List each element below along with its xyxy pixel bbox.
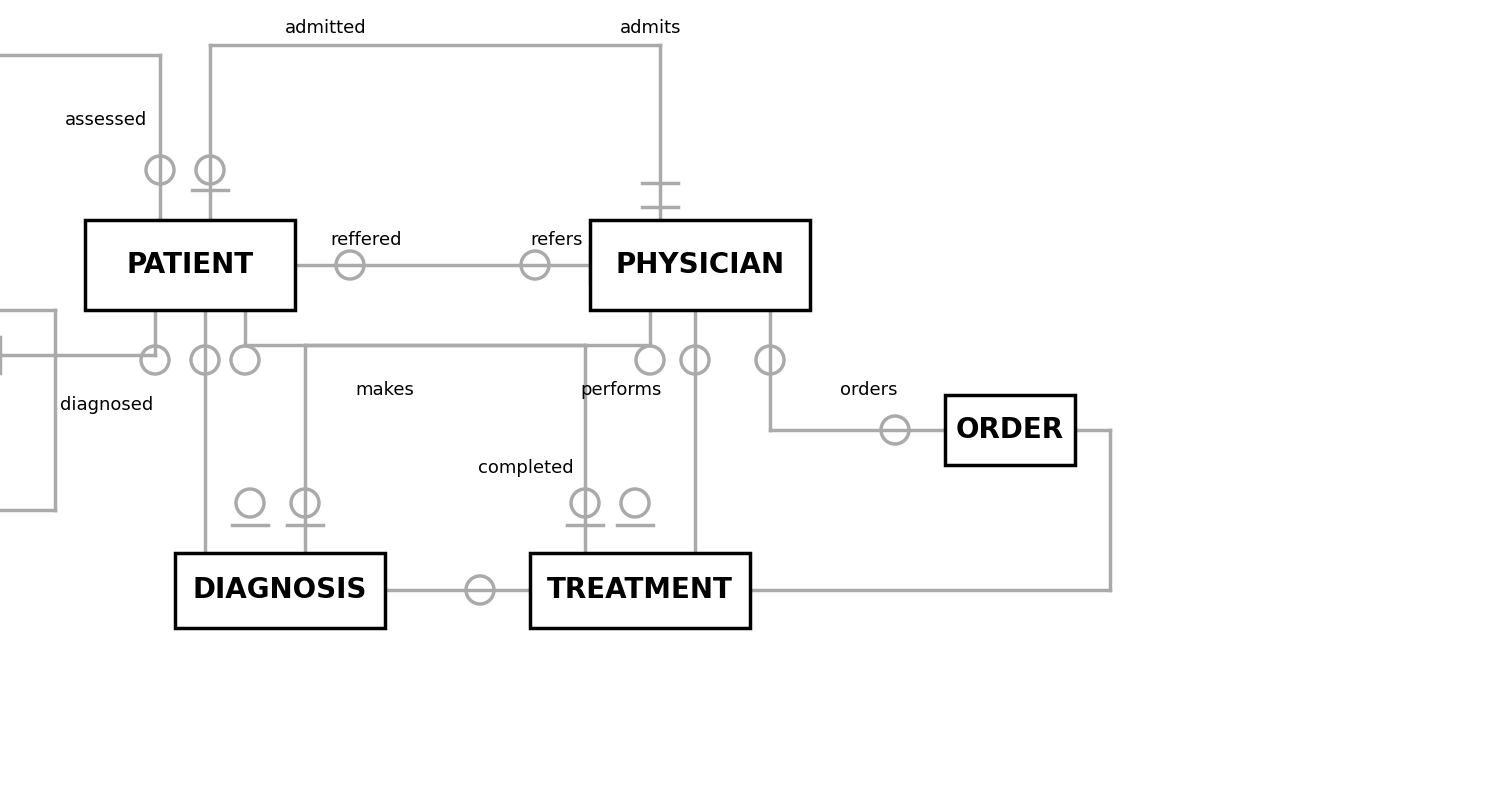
Bar — [531, 553, 750, 627]
Bar — [590, 220, 810, 310]
Text: makes: makes — [355, 381, 415, 399]
Text: TREATMENT: TREATMENT — [547, 576, 733, 604]
Text: refers: refers — [531, 231, 583, 249]
Text: DIAGNOSIS: DIAGNOSIS — [193, 576, 367, 604]
Text: assessed: assessed — [65, 111, 147, 129]
Text: admitted: admitted — [285, 19, 367, 37]
Text: PHYSICIAN: PHYSICIAN — [615, 251, 785, 279]
Bar — [175, 553, 385, 627]
Text: reffered: reffered — [330, 231, 401, 249]
Bar — [85, 220, 296, 310]
Text: diagnosed: diagnosed — [59, 396, 153, 414]
Text: orders: orders — [840, 381, 898, 399]
Text: completed: completed — [478, 459, 574, 477]
Text: performs: performs — [580, 381, 661, 399]
Bar — [945, 395, 1074, 465]
Text: ORDER: ORDER — [955, 416, 1064, 444]
Text: PATIENT: PATIENT — [126, 251, 254, 279]
Text: admits: admits — [620, 19, 682, 37]
